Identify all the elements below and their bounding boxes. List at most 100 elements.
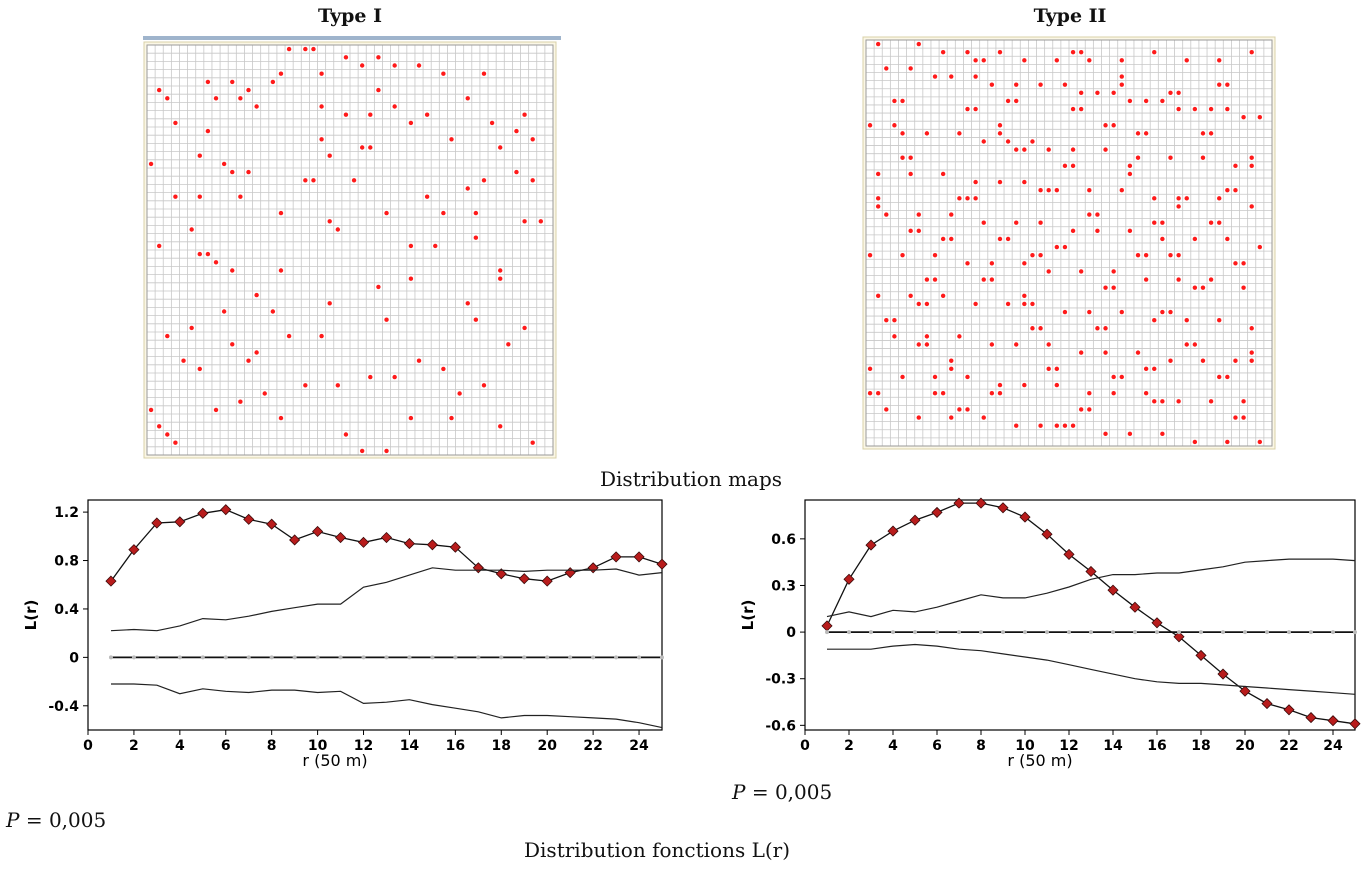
map-point [1078,49,1084,55]
map-point [473,210,479,216]
map-point [205,251,211,257]
x-tick-label: 18 [1191,738,1210,754]
map-point [1225,374,1230,380]
map-point [522,112,527,117]
expected-point [269,655,274,660]
map-point [481,383,487,388]
map-point [1014,220,1019,225]
x-tick-label: 2 [844,738,854,754]
map-point [989,82,995,87]
expected-point [1155,630,1159,635]
map-title: Type II [1034,5,1107,27]
map-point [940,293,946,298]
map-point [522,219,527,224]
map-point [1192,439,1198,445]
observed-point [610,551,622,563]
map-point [156,87,162,93]
map-point [916,342,921,347]
plot-area [87,499,663,731]
map-point [1054,58,1060,63]
observed-point [975,497,987,509]
map-point [173,194,178,199]
map-point [165,333,170,339]
maps-caption: Distribution maps [600,467,783,491]
map-point [1119,188,1124,193]
map-point [949,415,954,420]
y-tick-label: 0.8 [54,554,79,570]
x-tick-label: 12 [354,738,373,754]
x-tick-label: 6 [932,738,942,754]
x-axis-label: r (50 m) [302,751,367,770]
map-point [957,334,962,339]
map-point [197,366,202,372]
map-point [1022,58,1027,63]
map-point [376,87,381,93]
map-title-bar [143,36,561,40]
map-point [1249,204,1254,209]
expected-point [660,655,664,660]
observed-point [1349,718,1361,730]
map-point [1176,106,1181,112]
map-point [1005,98,1011,104]
observed-point [953,497,965,509]
expected-point [1089,630,1093,635]
map-point [392,104,397,109]
x-tick-label: 24 [629,738,649,754]
expected-point [177,655,182,660]
map-point [1087,188,1092,193]
map-point [1168,252,1173,258]
map-point [916,415,921,420]
observed-point [887,525,899,537]
map-point [981,277,986,282]
map-point [1062,423,1068,428]
observed-point [266,518,278,530]
map-point [343,55,349,60]
map-point [1046,147,1051,152]
map-point [957,407,962,412]
map-point [1241,415,1246,420]
map-point [1030,326,1035,331]
observed-point [909,514,921,526]
map-point [530,178,535,183]
expected-point [499,655,504,660]
map-point [189,227,194,232]
x-tick-label: 16 [1147,738,1166,754]
map-point [1168,358,1173,363]
expected-point [913,630,917,635]
x-tick-label: 10 [1015,738,1035,754]
expected-point [476,655,481,660]
map-point [1176,196,1181,201]
map-point [1200,131,1206,136]
y-tick-label: 0 [786,625,796,641]
map-point [303,383,308,388]
expected-point [1265,630,1269,635]
observed-point [1239,685,1251,697]
map-point [424,194,430,199]
map-point [376,284,381,290]
map-point [981,58,986,63]
map-point [1087,212,1092,217]
map-point [949,366,954,372]
map-point [1014,342,1019,347]
map-point [1143,252,1149,258]
map-point [416,358,422,363]
map-point [1127,171,1133,177]
map-point [1143,366,1149,372]
x-tick-label: 6 [221,738,231,754]
expected-point [1221,630,1225,635]
map-point [997,49,1003,55]
map-point [449,137,454,142]
map-point [351,178,357,183]
map-point [205,128,211,134]
map-point [1119,74,1124,79]
map-point [1160,220,1165,225]
map-point [1030,139,1035,144]
upper-envelope-line [110,567,663,632]
map-point [973,74,978,79]
map-point [319,333,324,339]
observed-point [1195,649,1207,661]
map-point [1046,366,1051,372]
map-point [1233,358,1238,363]
expected-point [1331,630,1335,635]
map-point [1217,317,1222,323]
